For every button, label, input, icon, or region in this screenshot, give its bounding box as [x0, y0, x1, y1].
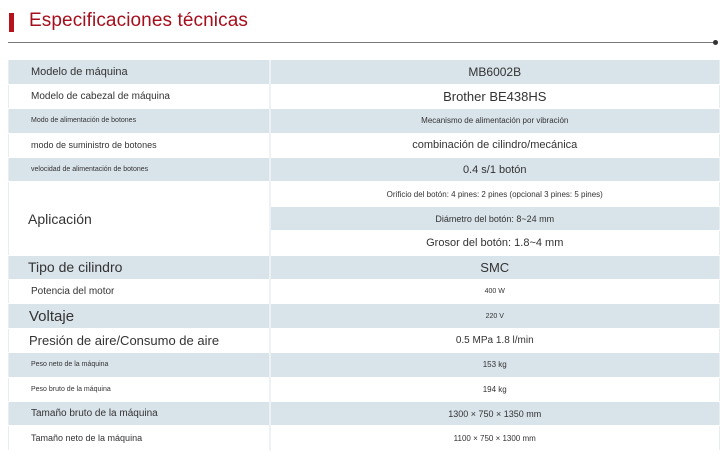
divider-dot — [713, 40, 718, 45]
spec-label: Modelo de cabezal de máquina — [8, 84, 271, 110]
table-row: Modelo de cabezal de máquina Brother BE43… — [8, 84, 720, 110]
spec-value: 0.4 s/1 botón — [269, 157, 720, 183]
spec-label: Tamaño neto de la máquina — [8, 425, 271, 451]
spec-label: Aplicación — [8, 181, 271, 256]
specs-table: Modelo de máquina MB6002B Modelo de cabez… — [8, 60, 720, 451]
spec-value: 1300 × 750 × 1350 mm — [269, 401, 720, 427]
table-row: velocidad de alimentación de botones 0.4 … — [8, 157, 720, 183]
spec-value: 400 W — [269, 279, 720, 305]
spec-value: 220 V — [269, 303, 720, 329]
spec-value: combinación de cilindro/mecánica — [269, 133, 720, 159]
table-row: Tamaño neto de la máquina 1100 × 750 × 13… — [8, 425, 720, 451]
spec-value: Brother BE438HS — [269, 84, 720, 110]
spec-label: Tamaño bruto de la máquina — [8, 401, 271, 427]
spec-value: SMC — [269, 255, 720, 281]
spec-label: Modo de alimentación de botones — [8, 108, 271, 134]
table-row: Modo de alimentación de botones Mecanismo… — [8, 108, 720, 134]
title-accent-bar — [9, 13, 14, 32]
spec-value: Mecanismo de alimentación por vibración — [269, 108, 720, 134]
table-row: Modelo de máquina MB6002B — [8, 60, 720, 85]
table-row: Tipo de cilindro SMC — [8, 255, 720, 281]
table-row: modo de suministro de botones combinación… — [8, 133, 720, 159]
spec-label: Voltaje — [8, 303, 271, 329]
spec-value: 153 kg — [269, 352, 720, 378]
spec-label: Peso bruto de la máquina — [8, 377, 271, 402]
spec-label: modo de suministro de botones — [8, 133, 271, 159]
table-row: Peso bruto de la máquina 194 kg — [8, 377, 720, 402]
table-row: Voltaje 220 V — [8, 303, 720, 329]
table-row: Peso neto de la máquina 153 kg — [8, 352, 720, 378]
spec-label: Presión de aire/Consumo de aire — [8, 328, 271, 354]
title-divider — [8, 42, 715, 43]
spec-label: Tipo de cilindro — [8, 255, 271, 281]
table-row: Presión de aire/Consumo de aire 0.5 MPa 1… — [8, 328, 720, 354]
spec-label: Potencia del motor — [8, 279, 271, 305]
table-row: Diámetro del botón: 8~24 mm — [9, 206, 720, 232]
spec-value: Orificio del botón: 4 pines: 2 pines (op… — [269, 181, 720, 207]
section-title: Especificaciones técnicas — [29, 10, 248, 31]
spec-value: 0.5 MPa 1.8 l/min — [269, 328, 720, 354]
spec-label: velocidad de alimentación de botones — [8, 157, 271, 183]
spec-value: 1100 × 750 × 1300 mm — [269, 425, 720, 451]
table-row: Potencia del motor 400 W — [8, 279, 720, 305]
table-row: Aplicación Orificio del botón: 4 pines: 2… — [8, 181, 720, 256]
spec-label: Modelo de máquina — [8, 60, 271, 85]
spec-value: MB6002B — [269, 60, 720, 85]
spec-value: Grosor del botón: 1.8~4 mm — [269, 230, 720, 256]
table-row: Grosor del botón: 1.8~4 mm — [9, 230, 720, 256]
table-row: Tamaño bruto de la máquina 1300 × 750 × 1… — [8, 401, 720, 427]
spec-value: Diámetro del botón: 8~24 mm — [269, 206, 720, 232]
spec-label: Peso neto de la máquina — [8, 352, 271, 378]
spec-value: 194 kg — [269, 377, 720, 402]
